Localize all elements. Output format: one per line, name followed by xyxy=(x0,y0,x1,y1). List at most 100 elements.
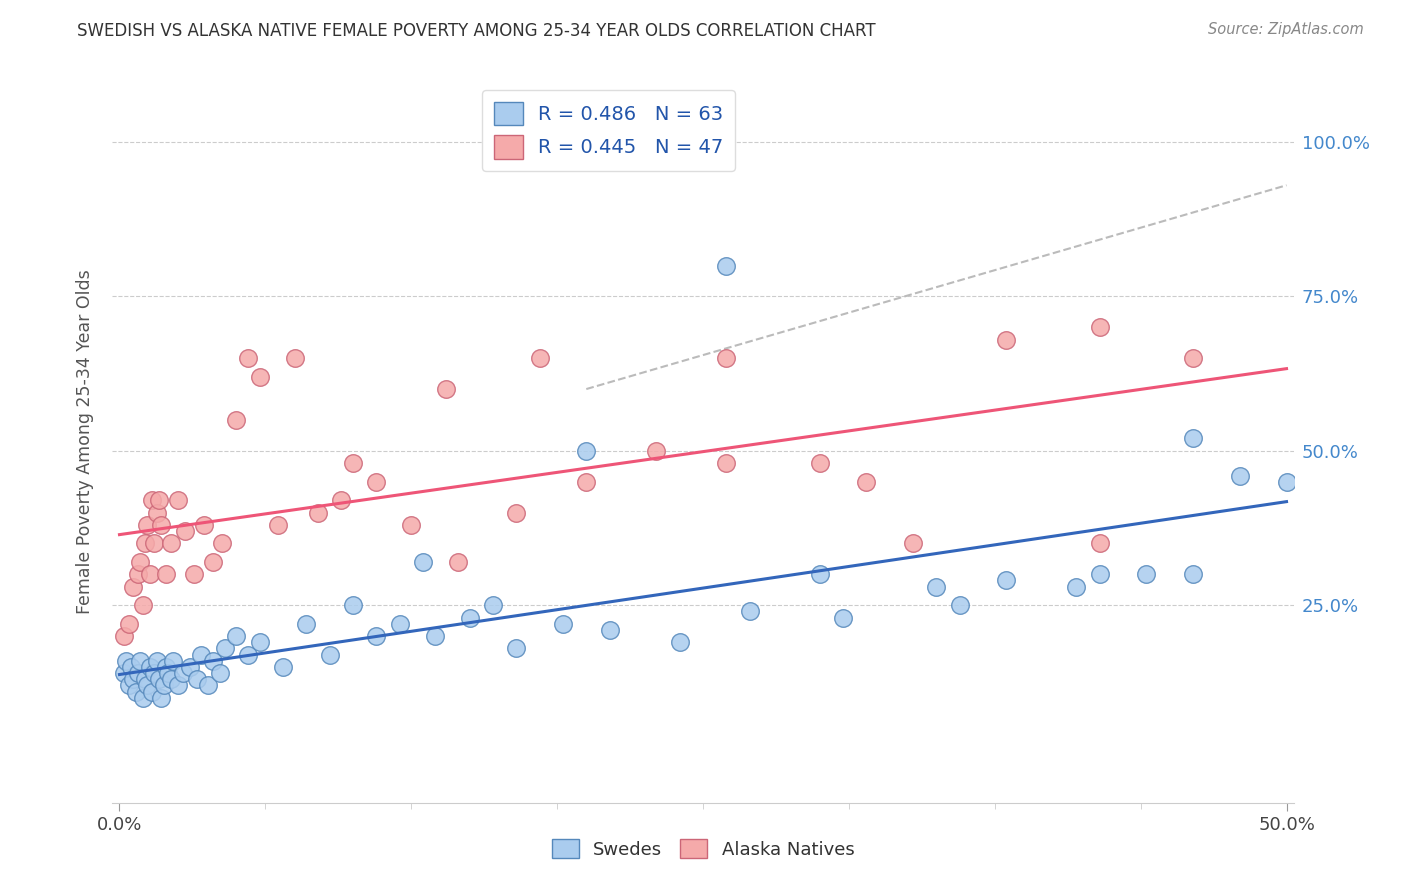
Point xyxy=(434,382,457,396)
Point xyxy=(901,536,924,550)
Point xyxy=(136,517,159,532)
Point xyxy=(173,524,195,538)
Point xyxy=(505,641,527,656)
Point xyxy=(458,610,481,624)
Point xyxy=(179,660,201,674)
Point xyxy=(127,567,149,582)
Point xyxy=(211,536,233,550)
Point xyxy=(134,673,156,687)
Point xyxy=(318,648,340,662)
Point xyxy=(575,443,598,458)
Point xyxy=(236,648,259,662)
Y-axis label: Female Poverty Among 25-34 Year Olds: Female Poverty Among 25-34 Year Olds xyxy=(76,269,94,614)
Point xyxy=(172,666,194,681)
Point xyxy=(808,567,831,582)
Point xyxy=(1088,536,1111,550)
Legend: Swedes, Alaska Natives: Swedes, Alaska Natives xyxy=(544,832,862,866)
Point xyxy=(808,456,831,470)
Point xyxy=(160,536,183,550)
Point xyxy=(366,629,388,643)
Point xyxy=(197,678,219,692)
Point xyxy=(122,673,145,687)
Point xyxy=(166,493,188,508)
Point xyxy=(925,580,948,594)
Point xyxy=(1066,580,1088,594)
Point xyxy=(127,666,149,681)
Point xyxy=(271,660,294,674)
Point xyxy=(1182,351,1205,366)
Point xyxy=(118,616,141,631)
Point xyxy=(160,673,183,687)
Point xyxy=(447,555,470,569)
Point xyxy=(249,635,271,649)
Point xyxy=(118,678,141,692)
Point xyxy=(482,598,505,612)
Point xyxy=(136,678,159,692)
Point xyxy=(155,567,177,582)
Point xyxy=(146,506,169,520)
Point xyxy=(1088,320,1111,334)
Point xyxy=(855,475,877,489)
Point xyxy=(505,506,527,520)
Point xyxy=(208,666,231,681)
Point xyxy=(995,574,1018,588)
Point xyxy=(832,610,855,624)
Point xyxy=(129,555,152,569)
Point xyxy=(330,493,353,508)
Point xyxy=(150,690,173,705)
Point xyxy=(143,666,166,681)
Point xyxy=(716,351,738,366)
Point xyxy=(112,666,135,681)
Point xyxy=(139,567,162,582)
Point xyxy=(668,635,690,649)
Point xyxy=(129,654,152,668)
Point xyxy=(342,598,364,612)
Point xyxy=(186,673,208,687)
Point xyxy=(162,654,184,668)
Point xyxy=(132,690,155,705)
Point xyxy=(201,555,224,569)
Point xyxy=(139,660,162,674)
Point xyxy=(342,456,364,470)
Point xyxy=(399,517,422,532)
Text: Source: ZipAtlas.com: Source: ZipAtlas.com xyxy=(1208,22,1364,37)
Point xyxy=(190,648,212,662)
Point xyxy=(115,654,138,668)
Point xyxy=(1229,468,1251,483)
Point xyxy=(236,351,259,366)
Point xyxy=(1088,567,1111,582)
Point xyxy=(146,654,169,668)
Point xyxy=(295,616,318,631)
Point xyxy=(249,369,271,384)
Point xyxy=(738,604,761,618)
Point xyxy=(1182,567,1205,582)
Point xyxy=(716,456,738,470)
Point xyxy=(122,580,145,594)
Point xyxy=(112,629,135,643)
Point xyxy=(225,629,247,643)
Point xyxy=(166,678,188,692)
Point xyxy=(645,443,668,458)
Point xyxy=(141,684,163,698)
Point xyxy=(120,660,142,674)
Point xyxy=(267,517,290,532)
Point xyxy=(388,616,411,631)
Point xyxy=(148,493,170,508)
Point xyxy=(551,616,574,631)
Point xyxy=(716,259,738,273)
Point xyxy=(183,567,205,582)
Point xyxy=(1135,567,1157,582)
Point xyxy=(949,598,972,612)
Point xyxy=(1182,432,1205,446)
Point xyxy=(148,673,170,687)
Point xyxy=(366,475,388,489)
Point xyxy=(153,678,176,692)
Point xyxy=(193,517,215,532)
Point xyxy=(412,555,434,569)
Point xyxy=(143,536,166,550)
Point xyxy=(307,506,329,520)
Point xyxy=(423,629,446,643)
Point xyxy=(201,654,224,668)
Point xyxy=(157,666,180,681)
Point xyxy=(155,660,177,674)
